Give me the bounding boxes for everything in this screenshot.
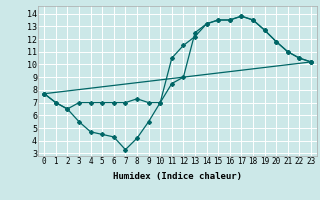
- X-axis label: Humidex (Indice chaleur): Humidex (Indice chaleur): [113, 172, 242, 181]
